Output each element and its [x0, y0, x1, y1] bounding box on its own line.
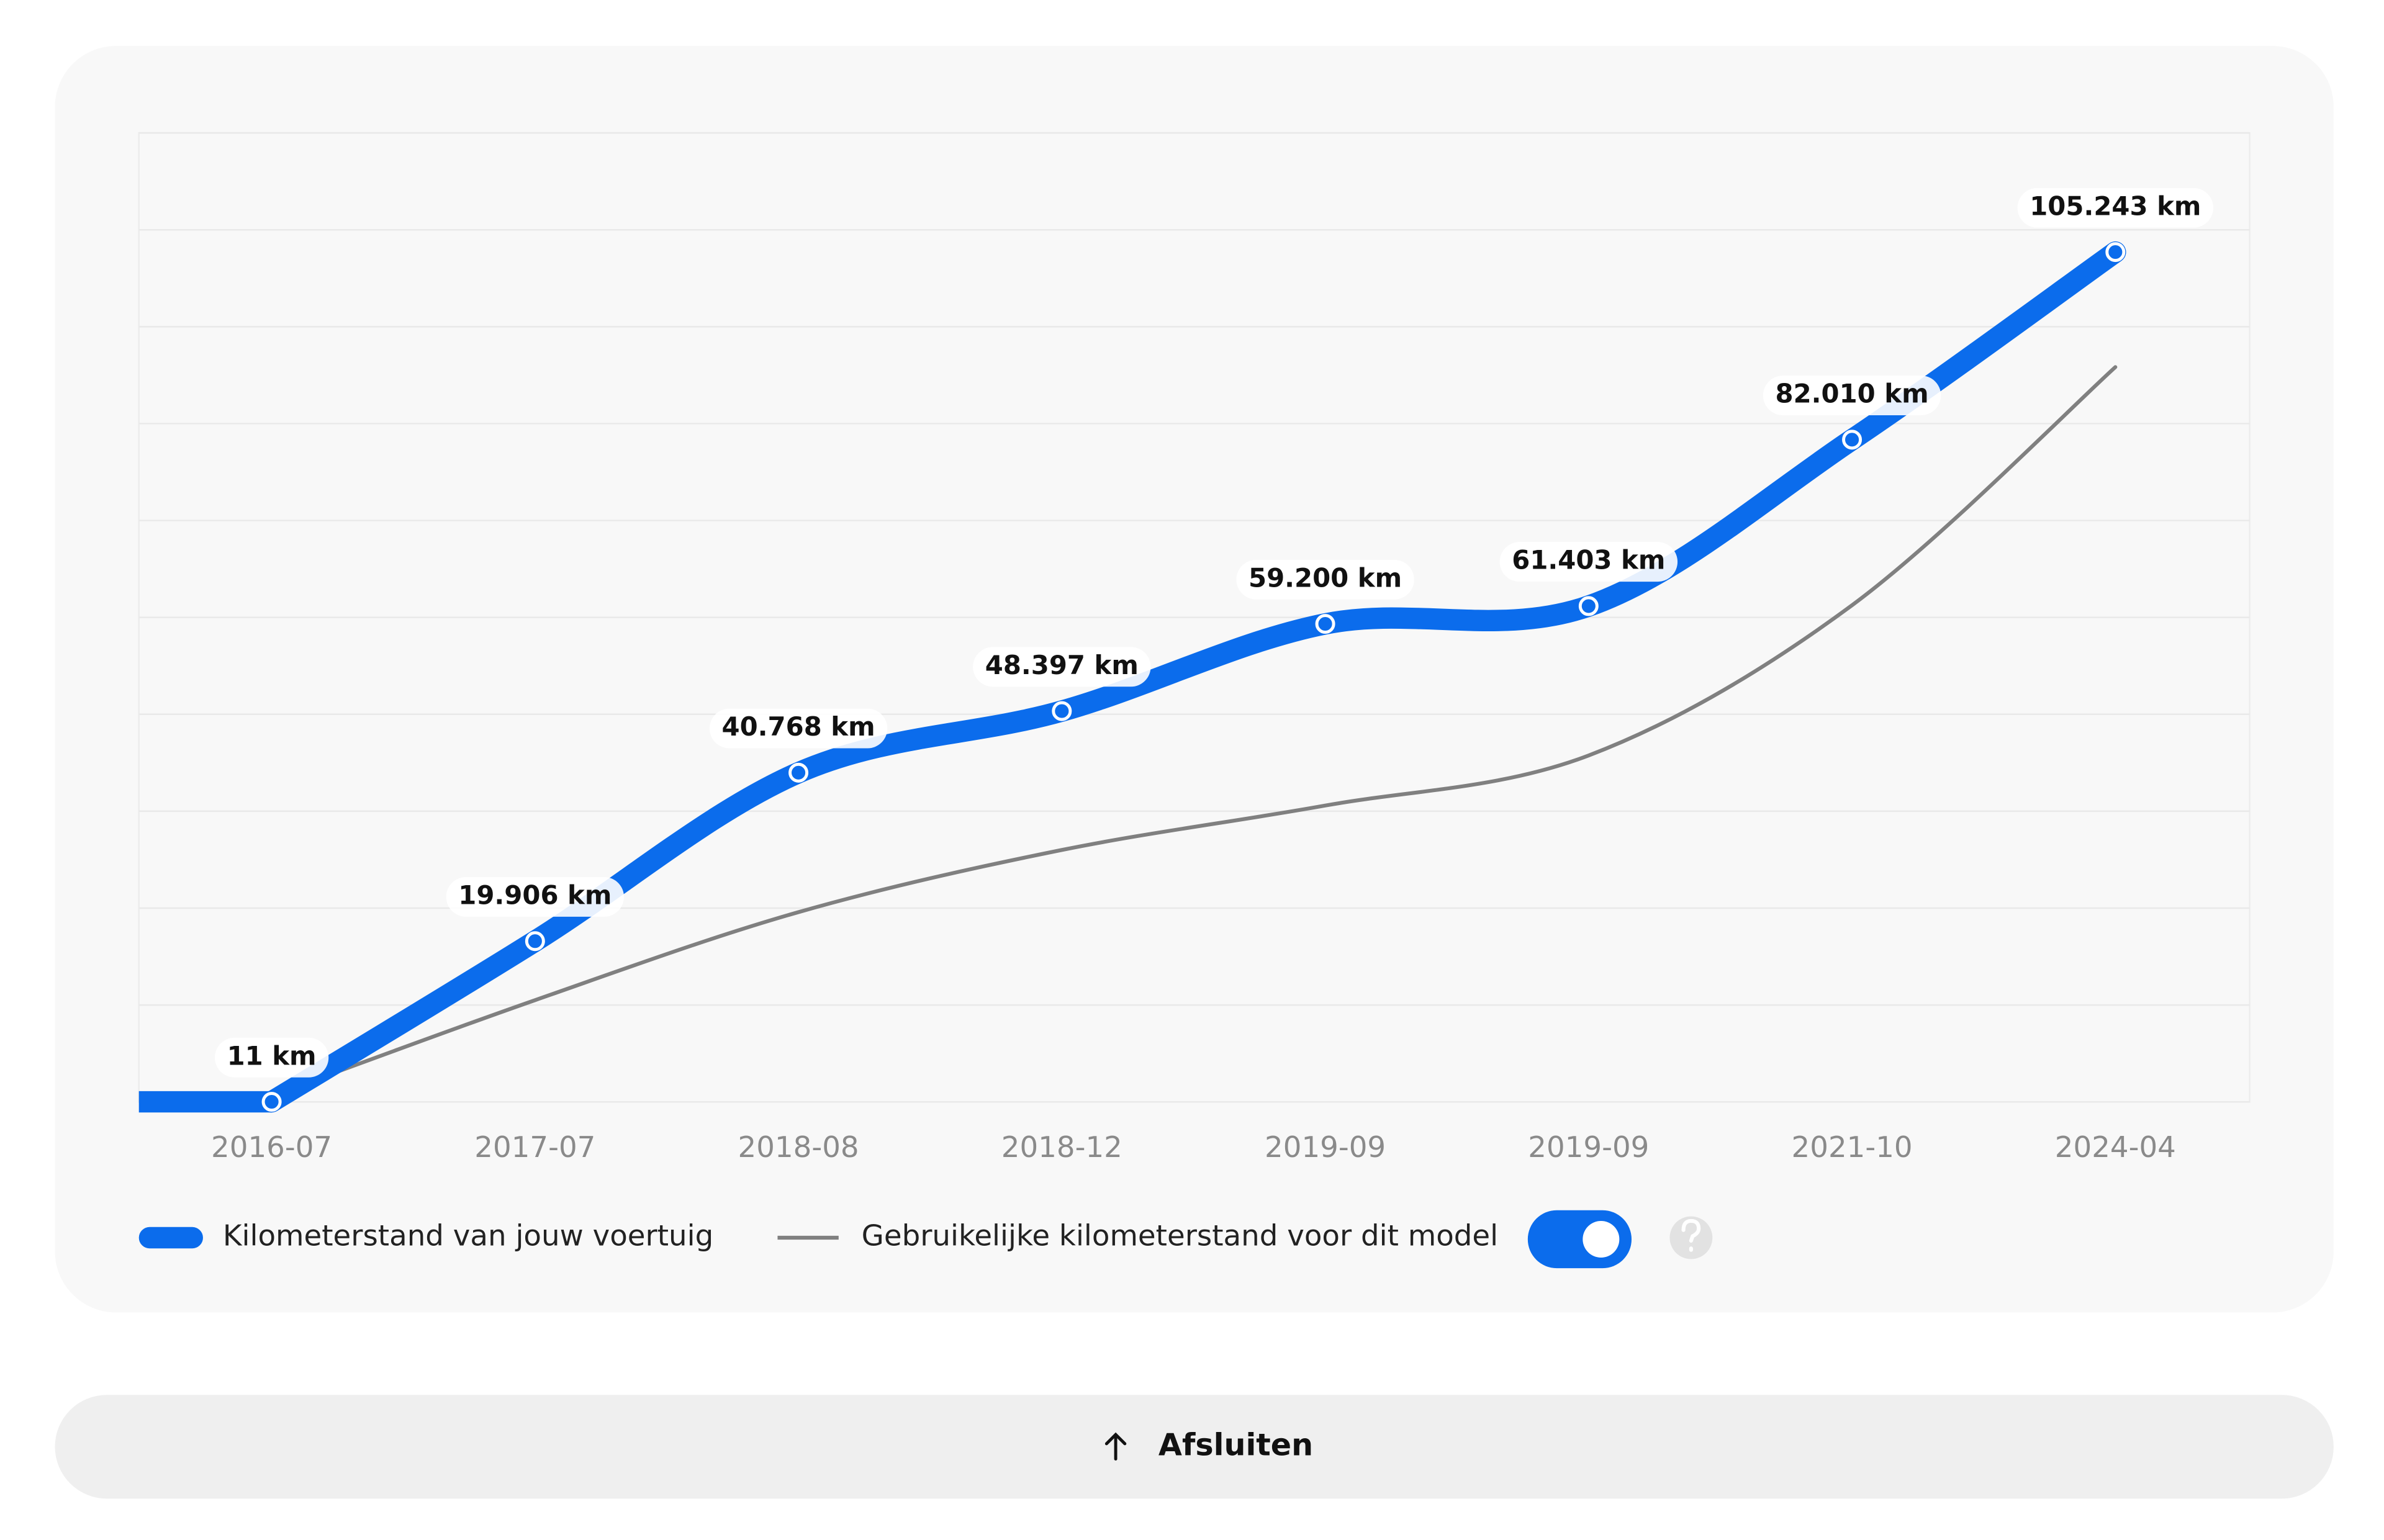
x-tick-label: 2019-09 — [1265, 1131, 1386, 1164]
legend-label: Gebruikelijke kilometerstand voor dit mo… — [862, 1219, 1498, 1253]
mileage-line — [261, 241, 2126, 1113]
label-bg — [214, 1037, 329, 1078]
data-label: 11 km — [227, 1040, 317, 1071]
label-bg — [973, 647, 1151, 687]
toggle[interactable] — [1527, 1210, 1632, 1269]
x-tick-label: 2017-07 — [474, 1131, 595, 1164]
data-label: 105.243 km — [2030, 191, 2201, 221]
arrow-up-icon — [1104, 1432, 1127, 1461]
button-label: Afsluiten — [1158, 1426, 1313, 1462]
x-tick-label: 2018-08 — [738, 1131, 859, 1164]
help-glyph — [1681, 1218, 1701, 1252]
label-bg — [446, 876, 625, 917]
data-point — [1052, 701, 1072, 721]
data-point — [788, 762, 809, 783]
label-bg — [1499, 542, 1678, 582]
x-tick-label: 2016-07 — [211, 1131, 332, 1164]
data-label: 40.768 km — [722, 711, 875, 742]
data-point — [1578, 596, 1599, 616]
x-tick-label: 2024-04 — [2055, 1131, 2176, 1164]
button-bg[interactable] — [55, 1395, 2334, 1499]
label-bg — [709, 708, 888, 749]
data-point — [1842, 430, 1862, 450]
data-label: 82.010 km — [1776, 379, 1929, 409]
data-point — [261, 1092, 282, 1112]
data-label: 59.200 km — [1248, 562, 1402, 593]
legend-label: Kilometerstand van jouw voertuig — [223, 1219, 713, 1253]
help-icon[interactable] — [1669, 1216, 1713, 1259]
label-bg — [1763, 376, 1941, 415]
x-tick-label: 2021-10 — [1792, 1131, 1913, 1164]
x-tick-label: 2019-09 — [1528, 1131, 1649, 1164]
data-label: 48.397 km — [985, 650, 1139, 680]
data-point — [525, 931, 545, 952]
typical-line — [269, 365, 2118, 1098]
label-bg — [2017, 187, 2214, 228]
toggle-knob[interactable] — [1583, 1220, 1620, 1258]
x-tick-label: 2018-12 — [1001, 1131, 1122, 1164]
data-point — [2105, 242, 2126, 263]
data-label: 61.403 km — [1512, 545, 1665, 575]
label-bg — [1236, 559, 1414, 600]
close-button[interactable]: Afsluiten — [55, 1395, 2334, 1499]
data-label: 19.906 km — [458, 880, 612, 910]
data-point — [1315, 614, 1335, 634]
